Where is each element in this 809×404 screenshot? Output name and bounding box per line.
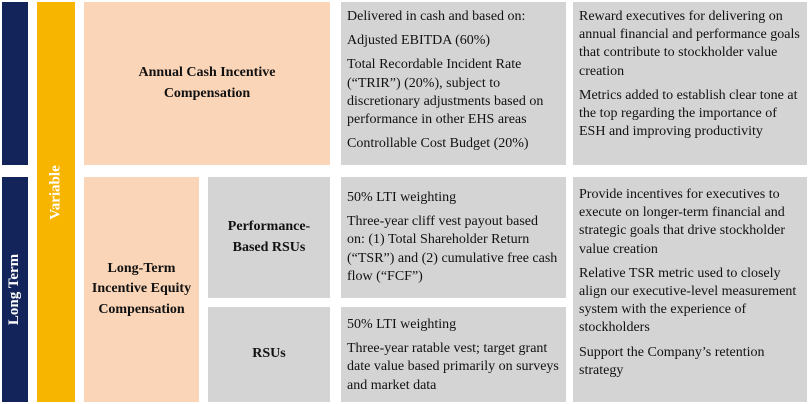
psu-desc-item: Three-year cliff vest payout based on: (… [347,214,558,284]
psu-label-line2: Based RSUs [232,239,306,255]
annual-cash-description-cell: Delivered in cash and based on: Adjusted… [341,2,566,165]
variable-label-wrap: Variable [37,152,75,232]
long-term-objective-cell: Provide incentives for executives to exe… [573,177,807,402]
annual-cash-title-cell: Annual Cash Incentive Compensation [84,2,330,165]
annual-desc-item: Delivered in cash and based on: [347,9,526,24]
rsu-desc-item: Three-year ratable vest; target grant da… [347,341,559,393]
rsu-label: RSUs [252,346,286,362]
annual-desc-item: Total Recordable Incident Rate (“TRIR”) … [347,57,544,127]
rsu-description-cell: 50% LTI weighting Three-year ratable ves… [341,307,566,402]
annual-desc-item: Adjusted EBITDA (60%) [347,33,491,49]
long-term-title-line3: Compensation [98,301,185,317]
long-term-title-line1: Long-Term [107,261,176,277]
psu-description-cell: 50% LTI weighting Three-year cliff vest … [341,177,566,298]
long-term-objective-item: Support the Company’s retention strategy [579,344,765,378]
annual-cash-title-line2: Compensation [163,85,251,101]
annual-cash-title-line1: Annual Cash Incentive [138,65,276,81]
variable-bar: Variable [37,2,75,402]
annual-desc-item: Controllable Cost Budget (20%) [347,136,529,152]
rsu-desc-item: 50% LTI weighting [347,317,457,332]
long-term-objective-item: Relative TSR metric used to closely alig… [579,265,797,336]
annual-objective-item: Metrics added to establish clear tone at… [579,87,798,140]
long-term-objective-item: Provide incentives for executives to exe… [579,187,786,257]
long-term-bar: Long Term [2,177,28,402]
variable-label: Variable [47,164,64,220]
annual-objective-item: Reward executives for delivering on annu… [579,9,800,79]
psu-label-line1: Performance- [227,219,311,235]
navy-bar-top [2,2,28,165]
psu-label-cell: Performance- Based RSUs [208,177,330,298]
long-term-title-line2: Incentive Equity [91,281,192,297]
long-term-title-cell: Long-Term Incentive Equity Compensation [84,177,199,402]
psu-desc-item: 50% LTI weighting [347,190,457,205]
rsu-label-cell: RSUs [208,307,330,402]
long-term-label: Long Term [6,253,23,326]
annual-cash-objective-cell: Reward executives for delivering on annu… [573,2,807,165]
